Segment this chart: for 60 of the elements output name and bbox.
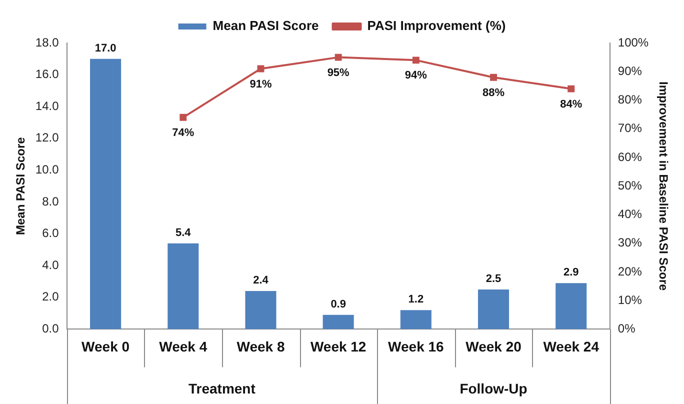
y-tick-label: 2.0	[42, 290, 60, 304]
data-label: 74%	[172, 126, 194, 139]
y2-tick-label: 80%	[618, 92, 642, 107]
text: Treatment	[188, 380, 256, 396]
point	[334, 54, 342, 61]
legend-label: PASI Improvement (%)	[367, 18, 506, 34]
bar	[556, 283, 587, 330]
legend-label: Mean PASI Score	[212, 18, 319, 34]
point	[490, 74, 497, 81]
data-label: 2.4	[253, 274, 270, 287]
x-tick-label: Week 16	[388, 338, 444, 354]
y-tick-label: 4.0	[42, 258, 60, 272]
x-tick-label: Week 20	[466, 338, 522, 354]
data-label: 88%	[482, 86, 505, 99]
y2-tick-label: 60%	[618, 150, 642, 164]
y2-tick-label: 20%	[618, 264, 642, 278]
y-tick-label: 14.0	[35, 98, 60, 113]
x-tick-label: Week 8	[236, 338, 285, 354]
data-label: 0.9	[330, 298, 346, 310]
data-label: 5.4	[175, 226, 192, 239]
y2-tick-label: 70%	[618, 121, 642, 136]
x-tick-label: Week 4	[159, 338, 208, 354]
y-tick-label: 10.0	[35, 162, 60, 177]
bar	[168, 243, 199, 330]
y2-tick-label: 0%	[618, 322, 636, 336]
y-tick-label: 12.0	[35, 130, 60, 145]
data-label: 91%	[250, 78, 272, 90]
x-tick-label: Week 24	[543, 338, 600, 354]
data-label: 1.2	[408, 294, 424, 306]
y2-tick-label: 50%	[618, 178, 642, 192]
point	[180, 114, 187, 121]
y-axis-title: Mean PASI Score	[14, 136, 28, 236]
data-label: 94%	[404, 70, 428, 82]
x-tick-label: Week 12	[310, 338, 366, 354]
y-tick-label: 8.0	[42, 194, 60, 208]
x-tick-label: Week 0	[82, 338, 130, 354]
data-label: 84%	[560, 98, 582, 110]
point	[568, 85, 575, 92]
bar	[400, 310, 432, 330]
y2-tick-label: 100%	[618, 35, 649, 50]
data-label: 2.5	[486, 272, 502, 285]
data-label: 2.9	[563, 266, 579, 279]
bar	[90, 58, 122, 330]
y-tick-label: 0.0	[42, 322, 60, 336]
bar	[245, 291, 276, 330]
data-label: 95%	[327, 66, 350, 79]
y-tick-label: 18.0	[35, 35, 60, 50]
point	[257, 65, 264, 72]
data-label: 17.0	[94, 42, 116, 54]
y-tick-label: 6.0	[42, 226, 60, 240]
point	[412, 56, 420, 64]
y2-tick-label: 90%	[618, 64, 642, 78]
y2-tick-label: 40%	[618, 207, 642, 222]
y2-axis-title: Improvement in Baseline PASI Score	[656, 82, 670, 292]
y2-tick-label: 30%	[618, 236, 642, 250]
bar	[478, 289, 510, 330]
text: Follow-Up	[460, 380, 528, 396]
y-tick-label: 16.0	[35, 67, 60, 82]
y2-tick-label: 10%	[618, 292, 642, 307]
bar	[322, 314, 354, 330]
